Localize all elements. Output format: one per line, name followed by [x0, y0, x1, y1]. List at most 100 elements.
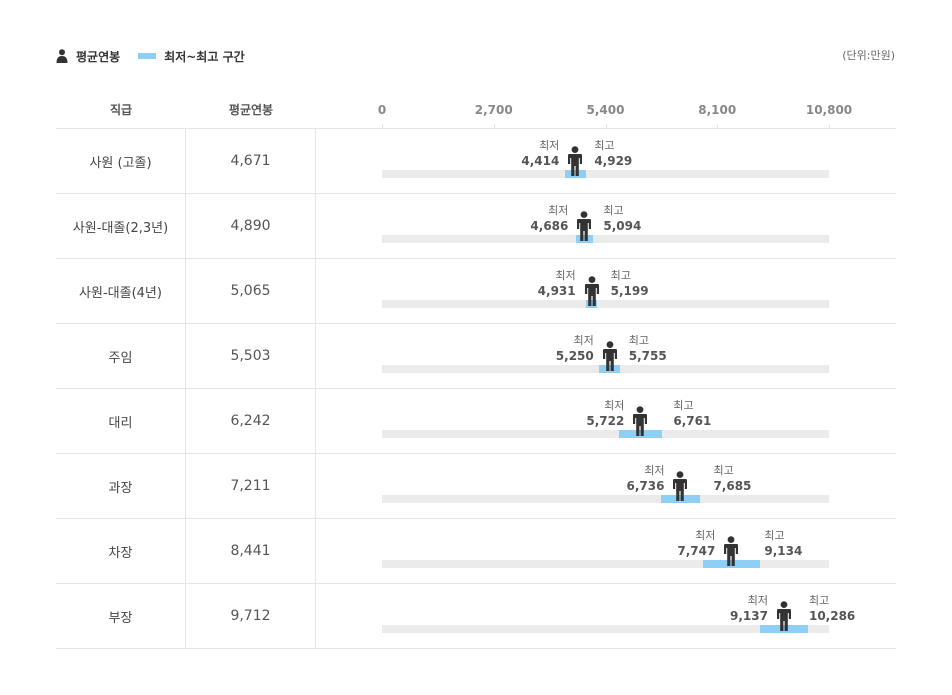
max-label: 최고: [673, 399, 694, 412]
min-label: 최저: [644, 464, 665, 477]
min-label: 최저: [539, 139, 560, 152]
average-cell: 5,065: [186, 259, 316, 323]
table-body: 사원 (고졸) 4,671 최저 4,414 최고 4,929 사원-대졸(2,3년) 4,8…: [56, 129, 896, 649]
salary-table: 직급 평균연봉 0 2,700 5,400 8,100 10,800 사원 (고졸) 4,…: [56, 92, 896, 649]
max-value: 5,755: [628, 349, 667, 363]
range-bar: [599, 365, 621, 373]
axis-tick-mark: [493, 124, 495, 129]
bar-track: [382, 235, 829, 243]
person-marker-icon: [776, 601, 791, 631]
max-label: 최고: [610, 269, 631, 282]
min-value: 9,137: [730, 609, 768, 623]
min-label: 최저: [695, 529, 716, 542]
range-bar: [702, 560, 761, 568]
axis-tick-mark: [382, 124, 383, 129]
max-label: 최고: [594, 139, 615, 152]
axis-tick-label: 0: [377, 103, 387, 117]
person-icon: [56, 49, 68, 63]
axis-tick-mark: [605, 124, 607, 129]
max-label: 최고: [603, 204, 624, 217]
min-value: 5,722: [586, 414, 625, 428]
legend-average-label: 평균연봉: [76, 49, 121, 64]
min-value: 4,414: [521, 154, 560, 168]
bar-track: [382, 560, 829, 568]
person-marker-icon: [577, 211, 592, 241]
table-row: 사원-대졸(2,3년) 4,890 최저 4,686 최고 5,094: [56, 194, 896, 259]
average-cell: 6,242: [186, 389, 316, 453]
table-header: 직급 평균연봉 0 2,700 5,400 8,100 10,800: [56, 92, 896, 129]
min-label: 최저: [555, 269, 576, 282]
axis-tick-label: 10,800: [805, 103, 853, 117]
max-value: 4,929: [594, 154, 633, 168]
range-bar: [575, 235, 593, 243]
grade-cell: 대리: [56, 389, 186, 453]
range-bar: [618, 430, 662, 438]
average-cell: 9,712: [186, 584, 316, 648]
grade-cell: 주임: [56, 324, 186, 388]
legend-range-label: 최저~최고 구간: [164, 49, 245, 64]
table-row: 과장 7,211 최저 6,736 최고 7,685: [56, 454, 896, 519]
header-average: 평균연봉: [228, 103, 274, 117]
bar-track: [382, 170, 829, 178]
grade-cell: 사원-대졸(4년): [56, 259, 186, 323]
min-label: 최저: [548, 204, 569, 217]
range-swatch: [138, 53, 157, 59]
min-label: 최저: [747, 594, 768, 607]
max-label: 최고: [764, 529, 785, 542]
min-value: 7,747: [677, 544, 716, 558]
bar-track: [382, 300, 829, 308]
max-value: 9,134: [764, 544, 803, 558]
person-marker-icon: [584, 276, 599, 306]
grade-cell: 과장: [56, 454, 186, 518]
person-marker-icon: [568, 146, 583, 176]
range-bar: [564, 170, 586, 178]
grade-cell: 차장: [56, 519, 186, 583]
min-value: 4,931: [537, 284, 576, 298]
axis-tick-mark: [717, 124, 719, 129]
range-bar: [660, 495, 701, 503]
min-value: 6,736: [626, 479, 665, 493]
max-label: 최고: [628, 334, 649, 347]
axis-tick-label: 8,100: [698, 103, 737, 117]
person-marker-icon: [724, 536, 739, 566]
unit-label: (단위:만원): [842, 49, 895, 62]
min-label: 최저: [604, 399, 625, 412]
max-label: 최고: [713, 464, 734, 477]
table-row: 사원-대졸(4년) 5,065 최저 4,931 최고 5,199: [56, 259, 896, 324]
axis-tick-label: 2,700: [474, 103, 513, 117]
grade-cell: 부장: [56, 584, 186, 648]
average-cell: 8,441: [186, 519, 316, 583]
table-row: 주임 5,503 최저 5,250 최고 5,755: [56, 324, 896, 389]
person-marker-icon: [673, 471, 688, 501]
person-marker-icon: [633, 406, 648, 436]
average-cell: 4,671: [186, 129, 316, 193]
table-row: 대리 6,242 최저 5,722 최고 6,761: [56, 389, 896, 454]
range-bar: [586, 300, 598, 308]
max-value: 10,286: [808, 609, 856, 623]
min-label: 최저: [573, 334, 594, 347]
grade-cell: 사원-대졸(2,3년): [56, 194, 186, 258]
max-value: 6,761: [673, 414, 712, 428]
table-row: 사원 (고졸) 4,671 최저 4,414 최고 4,929: [56, 129, 896, 194]
axis-tick-mark: [829, 124, 830, 129]
average-cell: 4,890: [186, 194, 316, 258]
min-value: 5,250: [555, 349, 594, 363]
average-cell: 7,211: [186, 454, 316, 518]
legend: 평균연봉 최저~최고 구간: [56, 46, 245, 66]
axis-tick-label: 5,400: [586, 103, 625, 117]
max-value: 5,199: [610, 284, 649, 298]
range-bar: [760, 625, 808, 633]
min-value: 4,686: [530, 219, 569, 233]
header-grade: 직급: [109, 103, 133, 117]
grade-cell: 사원 (고졸): [56, 129, 186, 193]
table-row: 부장 9,712 최저 9,137 최고 10,286: [56, 584, 896, 649]
bar-track: [382, 625, 829, 633]
bar-track: [382, 430, 829, 438]
table-row: 차장 8,441 최저 7,747 최고 9,134: [56, 519, 896, 584]
max-label: 최고: [808, 594, 830, 607]
max-value: 7,685: [713, 479, 752, 493]
person-marker-icon: [602, 341, 617, 371]
max-value: 5,094: [603, 219, 642, 233]
bar-track: [382, 495, 829, 503]
average-cell: 5,503: [186, 324, 316, 388]
